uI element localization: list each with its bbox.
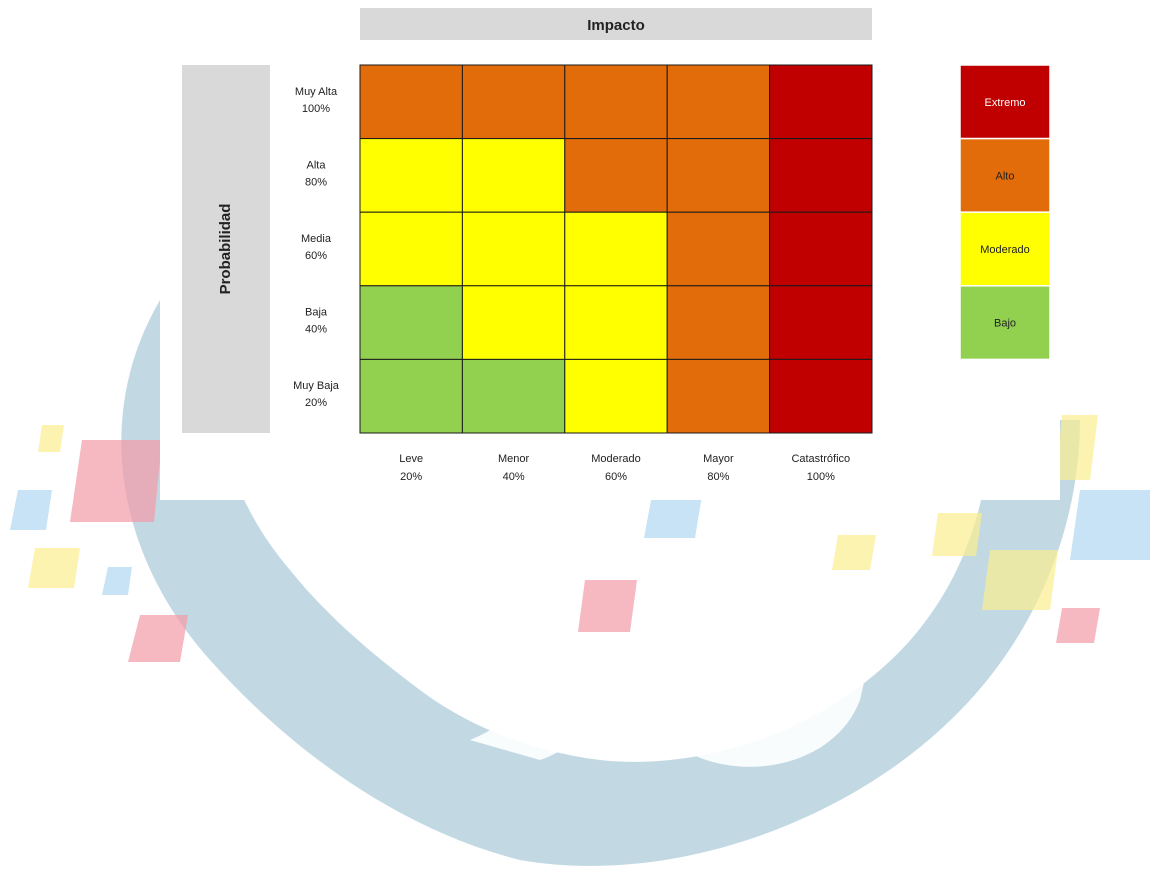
y-tick-pct-alta: 80% <box>305 176 327 188</box>
legend-swatch-moderado <box>959 211 1051 287</box>
x-tick-pct-menor: 40% <box>503 471 525 483</box>
heatmap-cell-muy-alta-moderado <box>564 64 668 140</box>
legend-label-bajo: Bajo <box>994 318 1016 330</box>
x-tick-catastrofico: Catastrófico <box>791 453 850 465</box>
heatmap-cell-baja-leve <box>359 285 463 360</box>
legend-swatch-extremo <box>959 64 1051 140</box>
y-axis-title-bar <box>182 65 270 433</box>
heatmap-cell-alta-menor <box>461 138 566 213</box>
heatmap-cell-alta-mayor <box>666 138 771 213</box>
heatmap-cell-muy-alta-leve <box>359 64 463 140</box>
x-tick-menor: Menor <box>498 453 530 465</box>
heatmap-cell-media-menor <box>461 211 566 287</box>
x-tick-pct-leve: 20% <box>400 471 422 483</box>
x-axis-title-bar <box>360 8 872 40</box>
legend: Extremo Alto Moderado Bajo <box>959 64 1051 361</box>
x-tick-labels: Leve 20% Menor 40% Moderado 60% Mayor 80% Catast… <box>399 453 850 483</box>
x-tick-mayor: Mayor <box>703 453 734 465</box>
heatmap-cell-muy-alta-menor <box>461 64 566 140</box>
y-tick-pct-muy-alta: 100% <box>302 103 330 115</box>
heatmap-cells <box>359 64 873 434</box>
heatmap-cell-muy-alta-mayor <box>666 64 771 140</box>
heatmap-cell-media-leve <box>359 211 463 287</box>
heatmap-cell-alta-catastrofico <box>769 138 873 213</box>
heatmap-cell-alta-leve <box>359 138 463 213</box>
watermark-squares <box>10 415 1150 662</box>
heatmap-cell-baja-menor <box>461 285 566 360</box>
heatmap-cell-media-catastrofico <box>769 211 873 287</box>
y-tick-muy-alta: Muy Alta <box>295 86 338 98</box>
y-tick-baja: Baja <box>305 307 328 319</box>
heatmap-cell-baja-mayor <box>666 285 771 360</box>
y-tick-alta: Alta <box>307 159 327 171</box>
x-tick-leve: Leve <box>399 453 423 465</box>
heatmap-cell-muy-alta-catastrofico <box>769 64 873 140</box>
heatmap-cell-baja-catastrofico <box>769 285 873 360</box>
x-tick-moderado: Moderado <box>591 453 641 465</box>
legend-label-alto: Alto <box>996 170 1015 182</box>
heatmap-cell-baja-moderado <box>564 285 668 360</box>
y-axis-title: Probabilidad <box>217 204 234 295</box>
y-tick-pct-muy-baja: 20% <box>305 397 327 409</box>
heatmap-cell-muy-baja-menor <box>461 358 566 434</box>
heatmap-cell-media-moderado <box>564 211 668 287</box>
heatmap-cell-muy-baja-catastrofico <box>769 358 873 434</box>
y-tick-muy-baja: Muy Baja <box>293 380 340 392</box>
y-tick-pct-media: 60% <box>305 250 327 262</box>
legend-label-extremo: Extremo <box>985 97 1026 109</box>
y-tick-media: Media <box>301 233 332 245</box>
legend-swatch-alto <box>959 137 1051 213</box>
x-tick-pct-mayor: 80% <box>707 471 729 483</box>
y-tick-labels: Muy Alta 100% Alta 80% Media 60% Baja 40% Muy Ba… <box>293 86 340 409</box>
x-axis-title: Impacto <box>587 17 645 34</box>
heatmap-cell-muy-baja-leve <box>359 358 463 434</box>
x-tick-pct-catastrofico: 100% <box>807 471 835 483</box>
heatmap-cell-media-mayor <box>666 211 771 287</box>
heatmap-cell-alta-moderado <box>564 138 668 213</box>
legend-swatch-bajo <box>959 285 1051 361</box>
x-tick-pct-moderado: 60% <box>605 471 627 483</box>
legend-label-moderado: Moderado <box>980 244 1030 256</box>
heatmap-cell-muy-baja-mayor <box>666 358 771 434</box>
heatmap-cell-muy-baja-moderado <box>564 358 668 434</box>
watermark-s-shape <box>431 500 593 760</box>
y-tick-pct-baja: 40% <box>305 324 327 336</box>
